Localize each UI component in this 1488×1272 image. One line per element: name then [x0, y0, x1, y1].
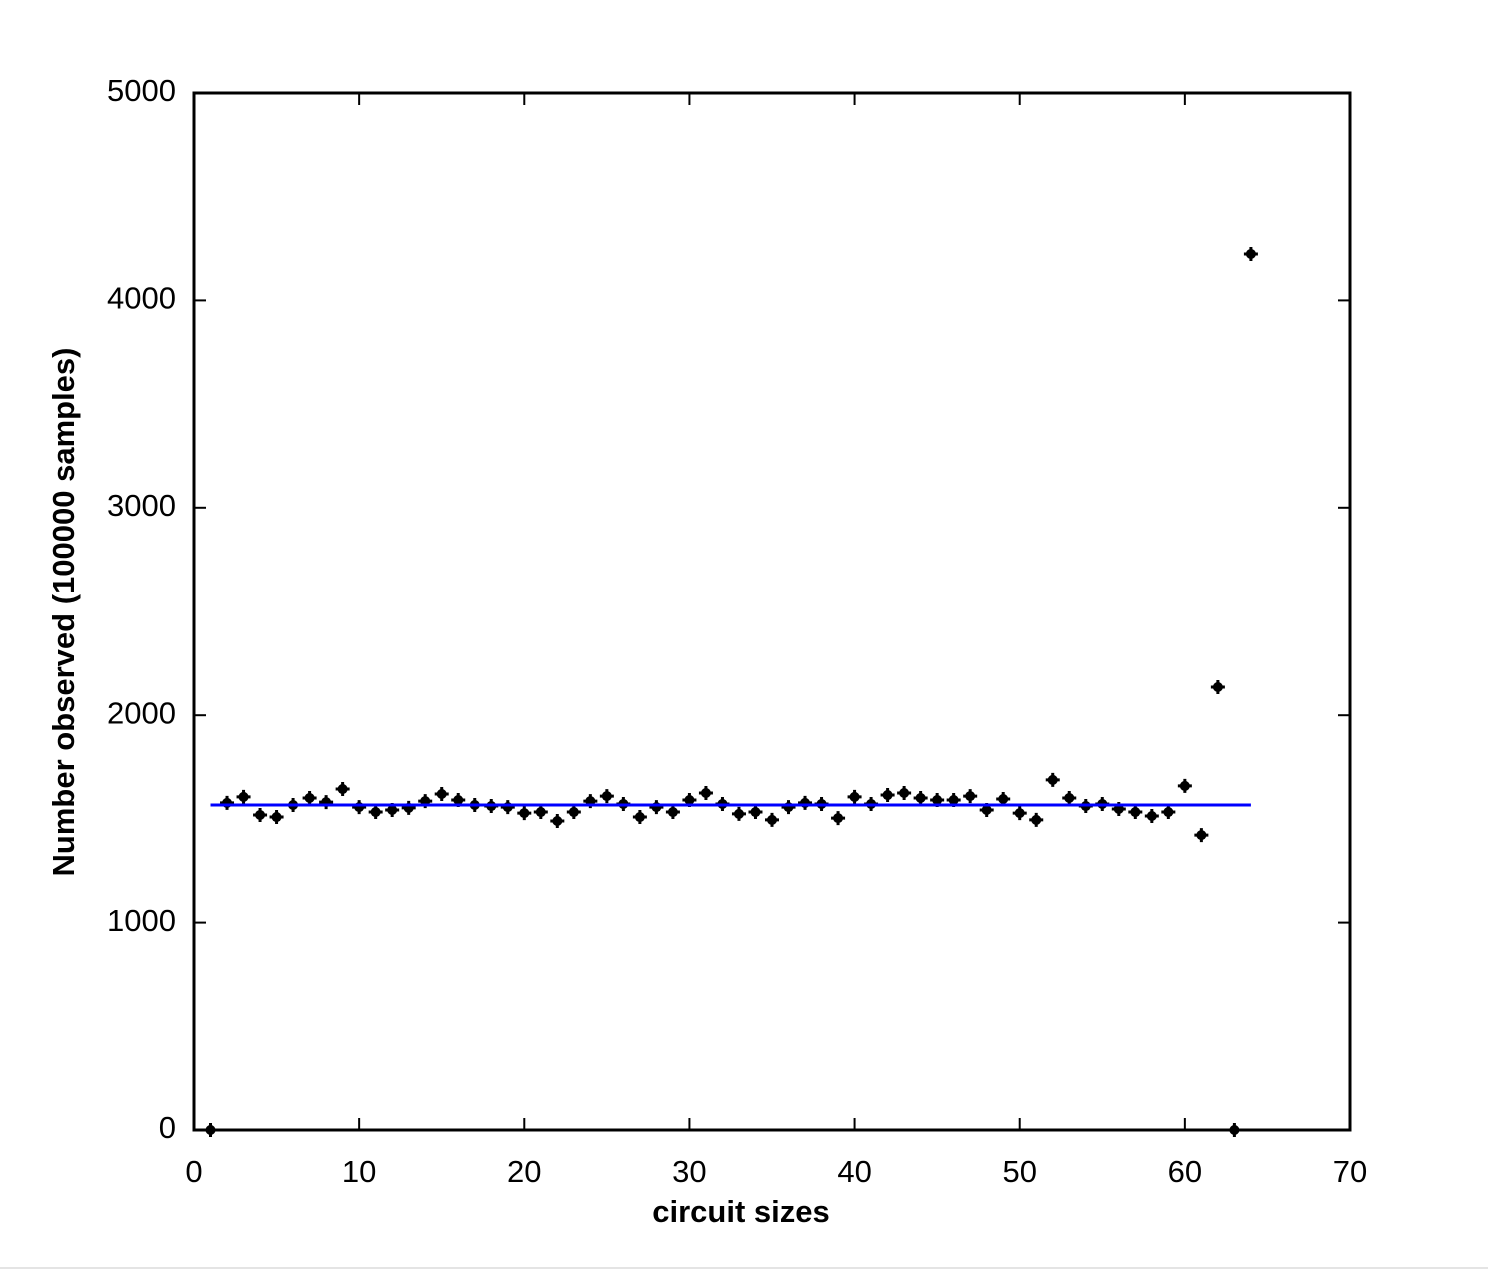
- data-point: [963, 789, 978, 804]
- y-tick-label: 3000: [107, 488, 176, 523]
- x-tick-label: 30: [672, 1154, 706, 1189]
- data-point: [1194, 828, 1209, 843]
- data-point: [220, 795, 235, 810]
- data-point: [897, 785, 912, 800]
- data-point: [765, 812, 779, 827]
- data-point: [1243, 246, 1258, 261]
- data-point: [500, 800, 515, 815]
- data-point: [1128, 805, 1143, 820]
- data-point: [880, 788, 895, 803]
- x-tick-label: 10: [342, 1154, 376, 1189]
- data-point: [665, 805, 680, 820]
- data-point: [434, 787, 449, 802]
- x-tick-label: 70: [1333, 1154, 1367, 1189]
- y-tick-label: 4000: [107, 281, 176, 316]
- data-point: [269, 810, 284, 825]
- data-point: [352, 800, 367, 815]
- data-point: [698, 785, 713, 800]
- y-tick-label: 0: [159, 1110, 176, 1145]
- data-point: [798, 795, 813, 810]
- data-point: [831, 811, 846, 826]
- x-tick-label: 0: [185, 1154, 202, 1189]
- data-point: [731, 806, 746, 821]
- data-point: [632, 810, 647, 825]
- y-tick-label: 2000: [107, 695, 176, 730]
- data-point: [533, 805, 548, 820]
- data-point: [1210, 679, 1225, 694]
- data-point: [253, 807, 268, 822]
- data-point: [203, 1123, 218, 1137]
- y-tick-label: 5000: [107, 73, 176, 108]
- plot-frame: [192, 91, 1352, 1132]
- data-point: [599, 789, 614, 804]
- data-point: [649, 800, 664, 815]
- data-point: [517, 806, 532, 821]
- data-point: [781, 800, 796, 815]
- data-point: [847, 789, 862, 804]
- data-point: [368, 805, 383, 820]
- data-point: [566, 805, 581, 820]
- data-point: [1045, 772, 1060, 787]
- data-point: [1062, 790, 1077, 805]
- data-point: [1161, 805, 1176, 820]
- data-point: [319, 795, 334, 810]
- data-point: [913, 790, 928, 805]
- x-tick-label: 60: [1168, 1154, 1202, 1189]
- data-point: [302, 790, 317, 805]
- data-point: [1227, 1123, 1242, 1137]
- x-tick-label: 50: [1002, 1154, 1036, 1189]
- x-tick-label: 40: [837, 1154, 871, 1189]
- y-axis-label: Number observed (100000 samples): [46, 348, 81, 877]
- data-point: [1029, 812, 1044, 827]
- y-tick-label: 1000: [107, 903, 176, 938]
- data-point: [1177, 778, 1192, 793]
- x-tick-label: 20: [507, 1154, 541, 1189]
- x-axis-label: circuit sizes: [652, 1194, 829, 1229]
- data-point: [1012, 806, 1027, 821]
- data-point: [1144, 808, 1159, 823]
- data-point: [335, 782, 350, 797]
- data-point: [236, 789, 251, 804]
- data-point: [550, 813, 565, 828]
- data-point: [401, 800, 416, 815]
- data-point: [748, 805, 763, 820]
